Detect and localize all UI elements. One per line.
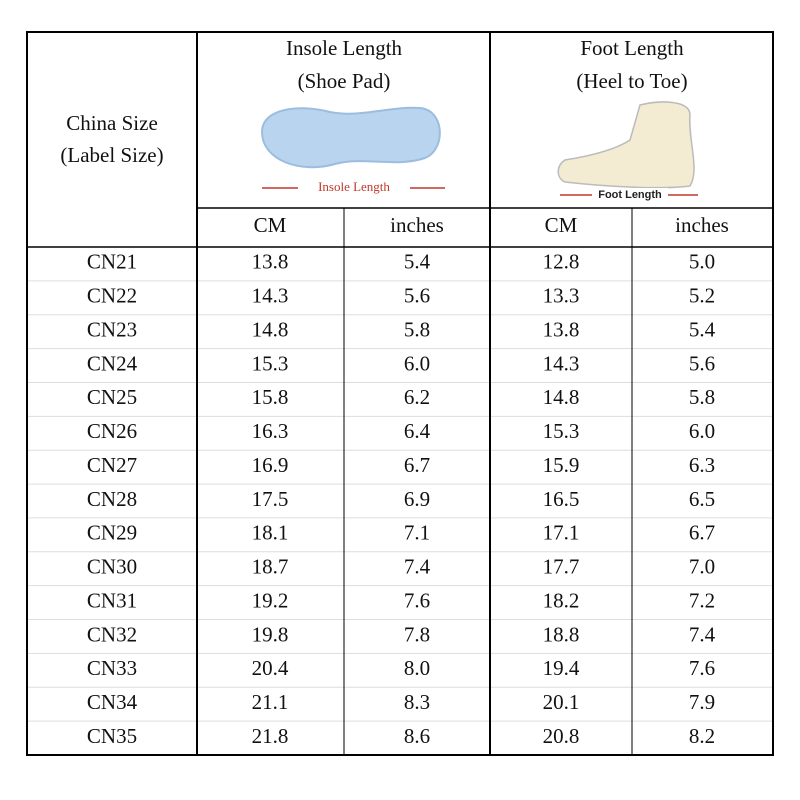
value-cell: 15.8 [252,385,289,409]
foot-title: Foot Length [580,36,684,60]
grid [26,31,774,756]
value-cell: 5.6 [404,284,430,308]
border [26,31,774,756]
value-cell: 7.4 [689,622,716,646]
value-cell: 20.1 [543,690,580,714]
value-cell: 5.8 [689,385,715,409]
value-cell: 16.3 [252,419,289,443]
value-cell: 7.0 [689,555,715,579]
value-cell: 7.2 [689,588,715,612]
value-cell: 5.4 [689,317,716,341]
value-cell: 6.9 [404,487,430,511]
value-cell: 5.8 [404,317,430,341]
value-cell: 8.6 [404,724,430,748]
size-subtitle: (Label Size) [60,143,163,167]
size-cell: CN28 [87,487,137,511]
label-bg [298,180,410,196]
value-cell: 7.6 [689,656,715,680]
value-cell: 7.8 [404,622,430,646]
value-cell: 6.5 [689,487,715,511]
insole-subtitle: (Shoe Pad) [298,69,391,93]
value-cell: 6.3 [689,453,715,477]
value-cell: 21.1 [252,690,289,714]
unit-header: CM [254,213,287,237]
value-cell: 18.1 [252,521,289,545]
unit-header: inches [675,213,729,237]
value-cell: 17.7 [543,555,580,579]
size-cell: CN23 [87,317,137,341]
size-cell: CN22 [87,284,137,308]
value-cell: 13.8 [543,317,580,341]
size-cell: CN24 [87,351,138,375]
size-cell: CN33 [87,656,137,680]
value-cell: 15.3 [543,419,580,443]
value-cell: 18.8 [543,622,580,646]
value-cell: 12.8 [543,250,580,274]
size-cell: CN35 [87,724,137,748]
size-cell: CN27 [87,453,137,477]
value-cell: 18.7 [252,555,289,579]
foot-image [557,101,695,189]
foot-subtitle: (Heel to Toe) [576,69,687,93]
foot-image-label: Foot Length [598,189,662,201]
value-cell: 6.2 [404,385,430,409]
value-cell: 8.0 [404,656,430,680]
value-cell: 7.1 [404,521,430,545]
value-cell: 14.3 [252,284,289,308]
value-cell: 5.4 [404,250,431,274]
size-title: China Size [66,111,158,135]
value-cell: 6.0 [689,419,715,443]
value-cell: 5.0 [689,250,715,274]
value-cell: 7.6 [404,588,430,612]
insole-image-label: Insole Length [318,179,390,194]
value-cell: 20.8 [543,724,580,748]
label-bg [592,188,668,202]
value-cell: 13.8 [252,250,289,274]
value-cell: 14.8 [543,385,580,409]
value-cell: 19.2 [252,588,289,612]
value-cell: 19.4 [543,656,580,680]
value-cell: 16.5 [543,487,580,511]
unit-header: CM [545,213,578,237]
value-cell: 7.9 [689,690,715,714]
value-cell: 20.4 [252,656,289,680]
size-cell: CN29 [87,521,137,545]
value-cell: 16.9 [252,453,289,477]
size-cell: CN30 [87,555,137,579]
size-cell: CN31 [87,588,137,612]
value-cell: 6.4 [404,419,431,443]
value-cell: 14.3 [543,351,580,375]
insole-title: Insole Length [286,36,403,60]
size-cell: CN32 [87,622,137,646]
value-cell: 8.3 [404,690,430,714]
value-cell: 8.2 [689,724,715,748]
value-cell: 14.8 [252,317,289,341]
value-cell: 19.8 [252,622,289,646]
size-cell: CN21 [87,250,137,274]
size-cell: CN26 [87,419,137,443]
insole-image [260,106,441,169]
value-cell: 17.1 [543,521,580,545]
value-cell: 15.3 [252,351,289,375]
value-cell: 21.8 [252,724,289,748]
size-cell: CN34 [87,690,138,714]
unit-header: inches [390,213,444,237]
value-cell: 7.4 [404,555,431,579]
value-cell: 18.2 [543,588,580,612]
value-cell: 13.3 [543,284,580,308]
value-cell: 6.0 [404,351,430,375]
value-cell: 6.7 [404,453,430,477]
value-cell: 5.2 [689,284,715,308]
value-cell: 15.9 [543,453,580,477]
size-cell: CN25 [87,385,137,409]
value-cell: 6.7 [689,521,715,545]
value-cell: 17.5 [252,487,289,511]
value-cell: 5.6 [689,351,715,375]
